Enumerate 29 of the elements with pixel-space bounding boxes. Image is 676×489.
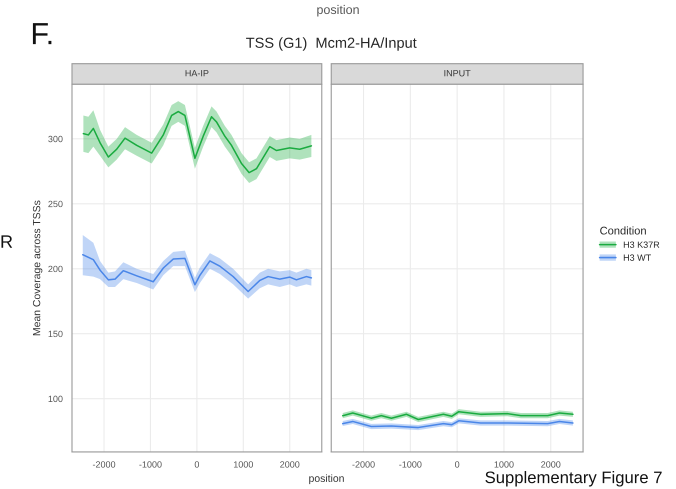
y-tick-label: 250	[48, 200, 63, 208]
x-tick-label: 0	[454, 461, 460, 468]
x-tick-label: -2000	[92, 461, 116, 468]
legend-title: Condition	[600, 226, 646, 235]
y-axis-title: Mean Coverage across TSSs	[32, 200, 42, 336]
y-tick-label: 150	[48, 330, 63, 338]
x-tick-label: -2000	[352, 461, 375, 468]
x-tick-label: -1000	[139, 461, 162, 468]
text: Supplementary Figure 7	[485, 471, 662, 487]
y-tick-label: 300	[48, 136, 63, 142]
text: position	[317, 4, 359, 17]
x-tick-label: 2000	[280, 461, 300, 468]
line-series	[82, 254, 312, 292]
chart-subtitle: INPUT	[444, 70, 470, 76]
legend-label: H3 K37R	[624, 242, 660, 248]
text: F.	[32, 23, 52, 44]
chart-subtitle: HA-IP	[186, 70, 208, 76]
x-axis-title: position	[309, 474, 344, 484]
x-tick-label: 1000	[234, 461, 253, 468]
y-tick-label: 100	[48, 396, 63, 402]
chart-title: TSS (G1) Mcm2-HA/Input	[246, 37, 417, 51]
x-tick-label: 0	[194, 461, 200, 468]
x-tick-label: -1000	[399, 461, 422, 468]
legend-label: H3 WT	[624, 254, 651, 261]
x-tick-label: 1000	[494, 461, 514, 468]
line-series	[82, 110, 312, 174]
x-tick-label: 2000	[541, 461, 560, 468]
y-tick-label: 200	[48, 266, 63, 272]
text: R	[1, 235, 12, 248]
